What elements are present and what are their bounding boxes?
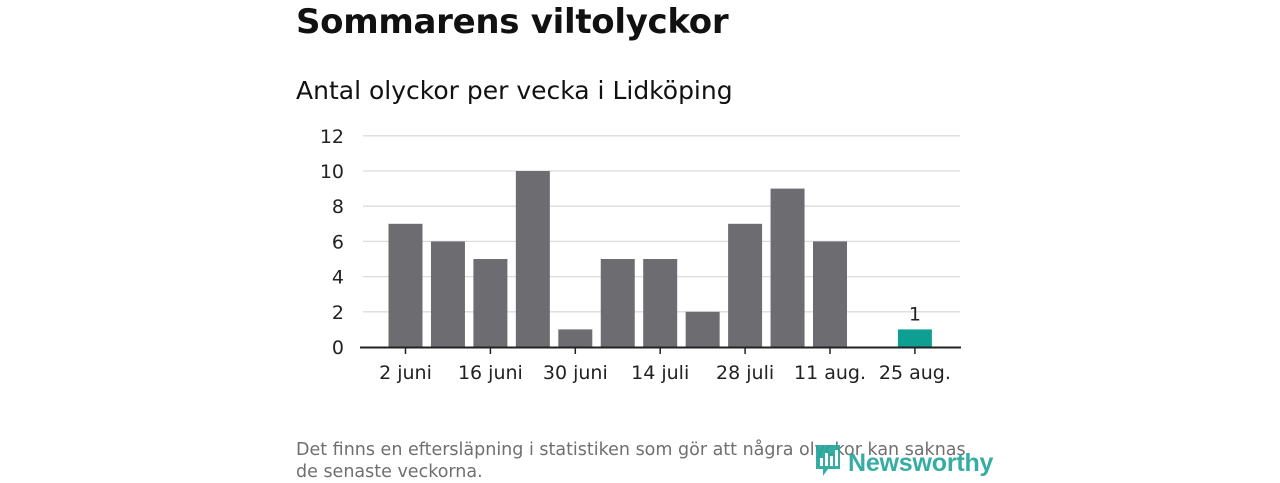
y-axis-ticks: 0 2 4 6 8 10 12 (320, 126, 344, 359)
bar (813, 241, 847, 347)
bar (430, 241, 465, 347)
x-tick-label: 25 aug. (879, 362, 951, 384)
bar (600, 259, 635, 347)
data-labels: 1 (909, 303, 921, 325)
brand-logo: Newsworthy (814, 444, 993, 482)
data-label: 1 (909, 303, 921, 325)
x-tick-label: 30 juni (543, 362, 608, 384)
bar (770, 188, 805, 347)
y-tick-label: 0 (332, 337, 344, 359)
x-tick-label: 2 juni (379, 362, 432, 384)
bar (473, 259, 508, 347)
y-tick-label: 10 (320, 161, 344, 183)
bar (897, 329, 932, 347)
brand-name: Newsworthy (848, 448, 994, 477)
bar (558, 329, 593, 347)
page-title: Sommarens viltolyckor (296, 2, 729, 42)
footnote: Det finns en eftersläpning i statistiken… (296, 440, 966, 482)
bar (728, 223, 763, 347)
x-tick-label: 28 juli (716, 362, 774, 384)
bar-chart: 0 2 4 6 8 10 12 2 juni 16 juni 30 juni 14 juli 28 … (320, 126, 961, 384)
bar (643, 259, 678, 347)
chart-subtitle: Antal olyckor per vecka i Lidköping (296, 76, 733, 105)
x-tick-label: 16 juni (458, 362, 523, 384)
bar (685, 311, 720, 347)
x-tick-label: 11 aug. (794, 362, 866, 384)
y-tick-label: 4 (332, 267, 344, 289)
x-axis-ticks: 2 juni 16 juni 30 juni 14 juli 28 juli 11 aug… (379, 348, 951, 384)
y-tick-label: 2 (332, 302, 344, 324)
y-tick-label: 8 (332, 196, 344, 218)
y-tick-label: 6 (332, 231, 344, 253)
bar-chart-logo-icon (814, 443, 844, 483)
bar (388, 223, 423, 347)
x-tick-label: 14 juli (631, 362, 689, 384)
y-tick-label: 12 (320, 126, 344, 148)
bar (515, 171, 550, 347)
bars (388, 171, 932, 347)
